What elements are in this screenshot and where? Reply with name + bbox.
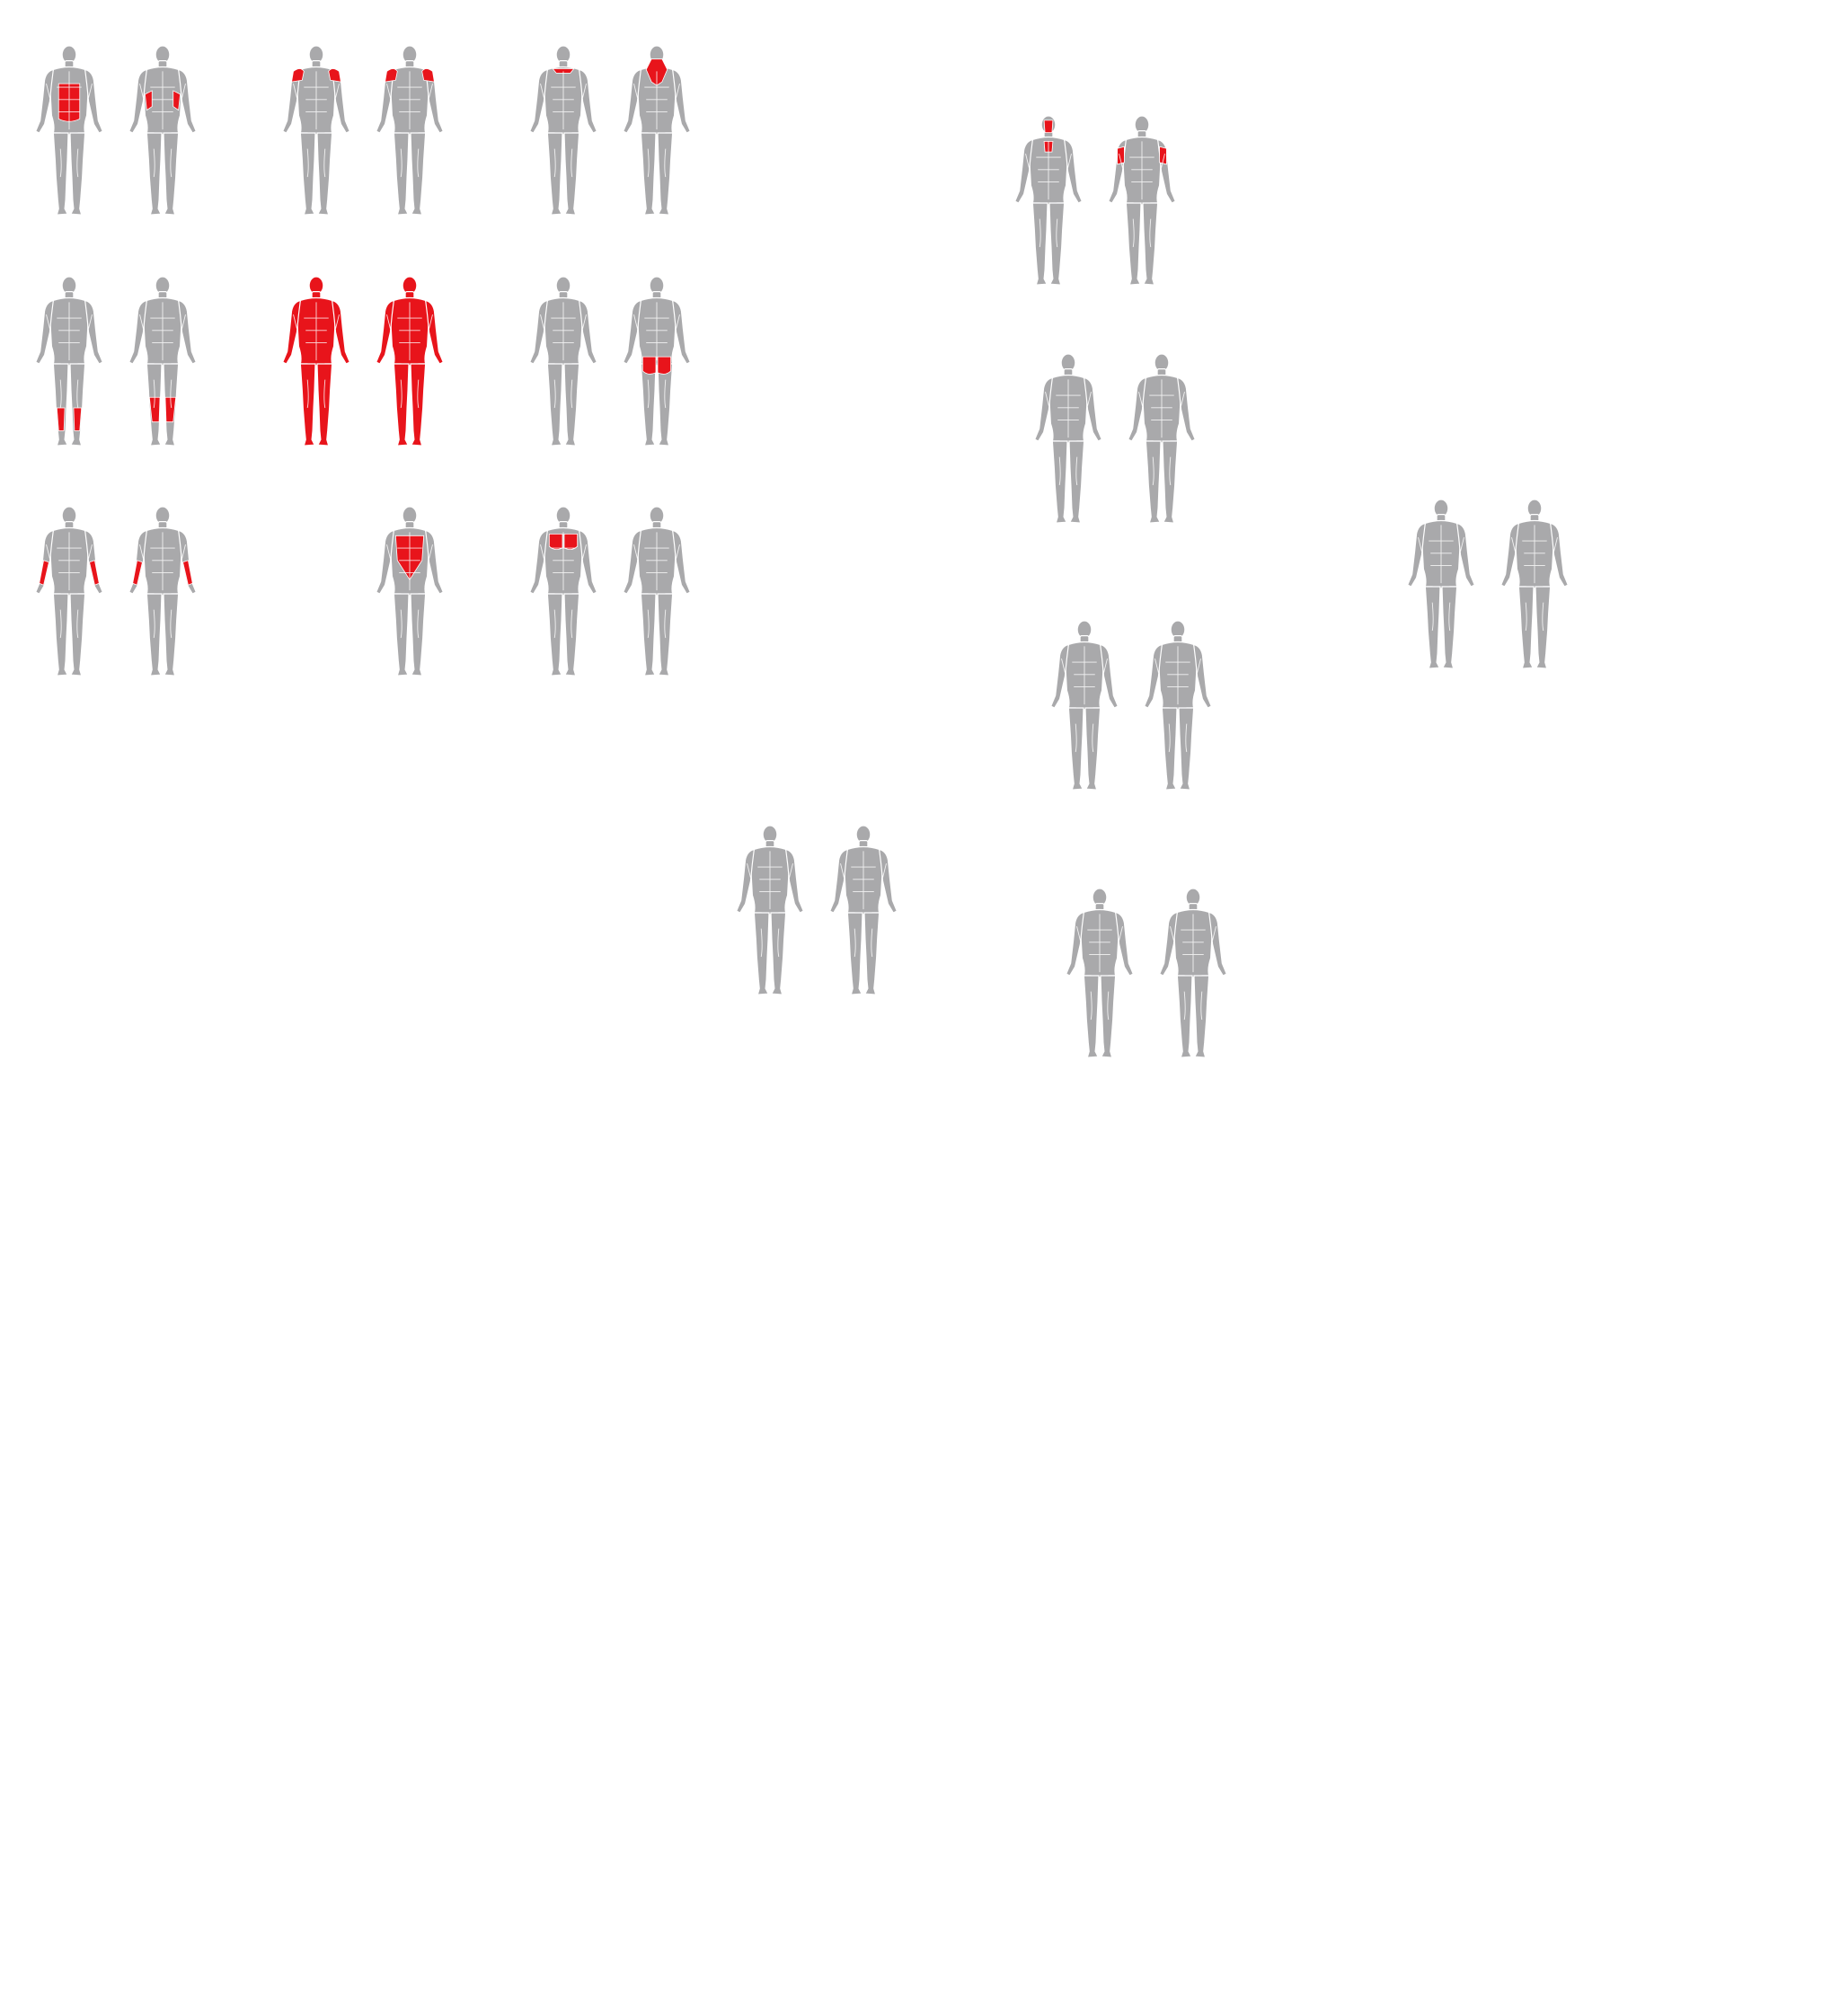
muscle-map-shoulders-front-figure bbox=[282, 45, 350, 216]
muscle-map-none-2-front-silhouette bbox=[1050, 620, 1119, 791]
muscle-map-abdominals-back-silhouette bbox=[128, 45, 197, 216]
muscle-map-none-1-front-figure bbox=[1034, 353, 1102, 524]
muscle-map-none-4-back-figure bbox=[829, 825, 898, 995]
muscle-map-none-1-back-figure bbox=[1128, 353, 1196, 524]
muscle-map-glutes bbox=[529, 276, 691, 447]
muscle-map-chest-front-figure bbox=[529, 506, 597, 676]
muscle-map-none-3 bbox=[1066, 888, 1227, 1058]
muscle-map-shoulders-back-highlight-1 bbox=[385, 68, 398, 83]
muscle-map-forearms-back-highlight-1 bbox=[132, 560, 143, 586]
muscle-map-none-3-back-figure bbox=[1159, 888, 1227, 1058]
muscle-map-chest bbox=[529, 506, 691, 676]
muscle-map-none-3-back-silhouette bbox=[1159, 888, 1227, 1058]
muscle-map-full-body-back-silhouette bbox=[376, 276, 444, 447]
muscle-map-calves-front-highlight-2 bbox=[73, 407, 83, 431]
muscle-map-chest-back-silhouette bbox=[623, 506, 691, 676]
muscle-map-neck-triceps-back-highlight-2 bbox=[1159, 146, 1167, 165]
muscle-map-none-2-back-silhouette bbox=[1144, 620, 1212, 791]
muscle-map-calves-front-figure bbox=[35, 276, 103, 447]
muscle-map-glutes-back-highlight-1 bbox=[641, 356, 657, 375]
muscle-map-shoulders-front-highlight-1 bbox=[291, 68, 305, 83]
muscle-map-none-3-front-figure bbox=[1066, 888, 1134, 1058]
muscle-map-neck-triceps bbox=[1014, 115, 1176, 286]
muscle-map-calves-front-silhouette bbox=[35, 276, 103, 447]
muscle-map-neck-triceps-back-figure bbox=[1108, 115, 1176, 286]
muscle-map-neck-triceps-front-figure bbox=[1014, 115, 1083, 286]
muscle-map-none-5-front-figure bbox=[1407, 499, 1475, 669]
muscle-map-shoulders-front-silhouette bbox=[282, 45, 350, 216]
muscle-map-full-body-front-silhouette bbox=[282, 276, 350, 447]
muscle-map-glutes-front-silhouette bbox=[529, 276, 597, 447]
muscle-map-full-body bbox=[282, 276, 444, 447]
muscle-map-none-2 bbox=[1050, 620, 1212, 791]
muscle-map-calves bbox=[35, 276, 197, 447]
muscle-map-calves-back-highlight-2 bbox=[164, 396, 177, 423]
muscle-map-calves-back-highlight-1 bbox=[148, 396, 161, 423]
muscle-map-abdominals-back-highlight-1 bbox=[144, 90, 153, 111]
muscle-map-neck-triceps-back-highlight-1 bbox=[1117, 146, 1125, 165]
muscle-map-none-4-front-silhouette bbox=[736, 825, 804, 995]
muscle-map-chest-front-highlight-2 bbox=[563, 533, 579, 550]
muscle-map-none-5-front-silhouette bbox=[1407, 499, 1475, 669]
muscle-map-neck-traps-back-figure bbox=[623, 45, 691, 216]
muscle-map-abdominals-back-figure bbox=[128, 45, 197, 216]
muscle-map-glutes-back-silhouette bbox=[623, 276, 691, 447]
muscle-map-calves-front-highlight-1 bbox=[56, 407, 66, 431]
muscle-map-none-2-back-figure bbox=[1144, 620, 1212, 791]
muscle-map-chest-front-silhouette bbox=[529, 506, 597, 676]
muscle-map-none-4-front-figure bbox=[736, 825, 804, 995]
muscle-map-none-1-back-silhouette bbox=[1128, 353, 1196, 524]
muscle-map-forearms-back-highlight-2 bbox=[182, 560, 193, 586]
muscle-map-forearms-front-highlight-1 bbox=[39, 560, 49, 586]
muscle-map-shoulders-back-highlight-2 bbox=[421, 68, 435, 83]
muscle-map-abdominals bbox=[35, 45, 197, 216]
muscle-map-none-5-back-silhouette bbox=[1500, 499, 1569, 669]
muscle-map-glutes-back-figure bbox=[623, 276, 691, 447]
muscle-map-none-3-front-silhouette bbox=[1066, 888, 1134, 1058]
muscle-map-chest-back-figure bbox=[623, 506, 691, 676]
muscle-map-none-2-front-figure bbox=[1050, 620, 1119, 791]
muscle-map-neck-traps bbox=[529, 45, 691, 216]
muscle-map-calves-back-silhouette bbox=[128, 276, 197, 447]
muscle-map-none-5 bbox=[1407, 499, 1569, 669]
muscle-map-neck-traps-front-figure bbox=[529, 45, 597, 216]
muscle-map-forearms-back-figure bbox=[128, 506, 197, 676]
muscle-map-full-body-front-figure bbox=[282, 276, 350, 447]
muscle-map-lats-back-silhouette bbox=[376, 506, 444, 676]
muscle-map-none-4 bbox=[736, 825, 898, 995]
muscle-map-forearms-front-highlight-2 bbox=[89, 560, 100, 586]
muscle-map-chest-front-highlight-1 bbox=[548, 533, 563, 550]
muscle-map-none-1 bbox=[1034, 353, 1196, 524]
muscle-map-neck-traps-front-highlight-1 bbox=[552, 68, 575, 74]
muscle-map-glutes-front-figure bbox=[529, 276, 597, 447]
muscle-map-shoulders bbox=[282, 45, 444, 216]
muscle-map-forearms-front-figure bbox=[35, 506, 103, 676]
muscle-map-forearms bbox=[35, 506, 197, 676]
muscle-map-abdominals-back-highlight-2 bbox=[172, 90, 181, 111]
muscle-map-shoulders-back-figure bbox=[376, 45, 444, 216]
muscle-map-neck-triceps-front-highlight-1 bbox=[1043, 119, 1054, 133]
muscle-map-none-1-front-silhouette bbox=[1034, 353, 1102, 524]
muscle-map-none-4-back-silhouette bbox=[829, 825, 898, 995]
muscle-map-glutes-back-highlight-2 bbox=[657, 356, 672, 375]
muscle-map-lats bbox=[376, 506, 444, 676]
muscle-map-none-5-back-figure bbox=[1500, 499, 1569, 669]
muscle-map-calves-back-figure bbox=[128, 276, 197, 447]
muscle-map-shoulders-front-highlight-2 bbox=[328, 68, 341, 83]
muscle-map-abdominals-front-silhouette bbox=[35, 45, 103, 216]
muscle-map-full-body-back-figure bbox=[376, 276, 444, 447]
muscle-map-shoulders-back-silhouette bbox=[376, 45, 444, 216]
muscle-map-forearms-back-silhouette bbox=[128, 506, 197, 676]
muscle-map-lats-back-figure bbox=[376, 506, 444, 676]
muscle-map-forearms-front-silhouette bbox=[35, 506, 103, 676]
muscle-map-neck-triceps-back-silhouette bbox=[1108, 115, 1176, 286]
muscle-map-abdominals-front-figure bbox=[35, 45, 103, 216]
